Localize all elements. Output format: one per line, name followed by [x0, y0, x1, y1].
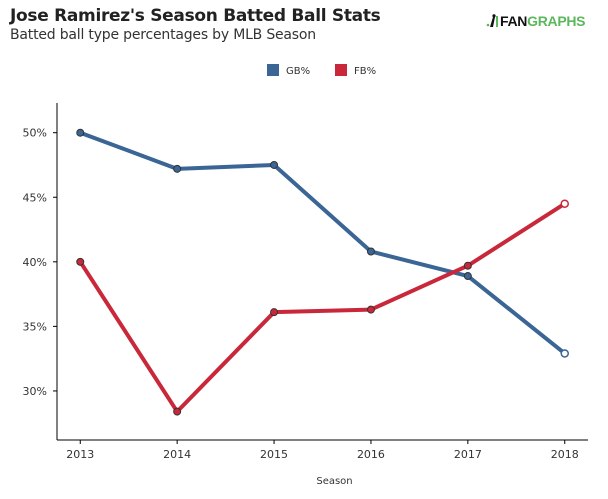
data-point-gb-2013	[76, 128, 85, 137]
logo-text-fan: FAN	[500, 13, 528, 29]
y-tick-label: 40%	[23, 256, 47, 269]
batter-icon	[486, 14, 498, 27]
data-point-gb-2015	[270, 160, 279, 169]
data-point-gb-2014	[173, 164, 182, 173]
data-point-gb-2018	[560, 349, 569, 358]
legend: GB% FB%	[267, 64, 376, 77]
series-group	[76, 128, 569, 416]
series-line-fb	[78, 201, 567, 414]
y-tick-label: 45%	[23, 191, 47, 204]
data-point-fb-2013	[76, 257, 85, 266]
legend-label-gb: GB%	[286, 66, 310, 77]
data-point-fb-2016	[366, 305, 375, 314]
legend-label-fb: FB%	[354, 66, 376, 77]
x-tick-label: 2015	[260, 448, 288, 461]
data-point-fb-2014	[173, 407, 182, 416]
data-point-fb-2015	[270, 308, 279, 317]
legend-swatch-gb	[267, 64, 279, 76]
axes: 30% 35% 40% 45% 50% 2013 2014 2015 2016 2017 2018	[23, 103, 588, 461]
data-point-gb-2017	[463, 272, 472, 281]
legend-swatch-fb	[335, 64, 347, 76]
data-point-fb-2018	[560, 199, 569, 208]
series-line-gb	[78, 130, 567, 356]
x-tick-label: 2016	[357, 448, 385, 461]
y-tick-label: 35%	[23, 320, 47, 333]
logo-text-graphs: GRAPHS	[527, 13, 586, 29]
y-tick-label: 50%	[23, 127, 47, 140]
x-tick-label: 2018	[551, 448, 579, 461]
data-point-fb-2017	[463, 261, 472, 270]
x-tick-label: 2017	[454, 448, 482, 461]
y-tick-label: 30%	[23, 385, 47, 398]
x-tick-label: 2014	[163, 448, 191, 461]
chart-subtitle: Batted ball type percentages by MLB Seas…	[10, 27, 316, 43]
x-tick-label: 2013	[66, 448, 94, 461]
fangraphs-logo: FAN GRAPHS	[486, 13, 586, 29]
data-point-gb-2016	[366, 247, 375, 256]
x-axis-title: Season	[316, 476, 352, 487]
chart-title: Jose Ramirez's Season Batted Ball Stats	[10, 6, 381, 26]
